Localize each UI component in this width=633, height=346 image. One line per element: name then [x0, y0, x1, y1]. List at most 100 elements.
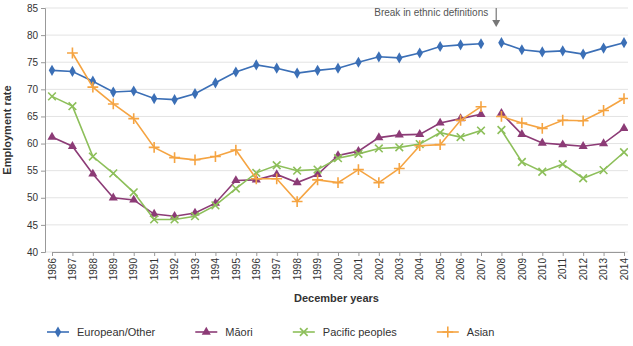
tick-mark	[461, 252, 462, 256]
marker	[171, 216, 179, 224]
tick-mark	[41, 35, 45, 36]
axis-line	[53, 253, 625, 257]
tick: 1992	[169, 252, 180, 280]
tick-label: 1994	[210, 258, 221, 281]
marker	[394, 163, 405, 174]
marker	[538, 138, 547, 146]
legend-label: Pacific peoples	[323, 326, 397, 338]
tick: 1999	[312, 252, 323, 280]
marker	[416, 47, 422, 58]
tick-mark	[41, 225, 45, 226]
tick-label: 65	[27, 111, 39, 122]
tick: 70	[27, 84, 45, 95]
tick-mark	[440, 252, 441, 256]
tick-label: 75	[27, 57, 39, 68]
legend-marker	[300, 328, 308, 336]
tick: 60	[27, 138, 45, 149]
tick-label: 55	[27, 165, 39, 176]
tick: 2004	[414, 252, 425, 280]
tick-mark	[41, 171, 45, 172]
marker	[192, 88, 198, 99]
marker	[335, 63, 341, 74]
marker	[457, 39, 463, 50]
tick-mark	[215, 252, 216, 256]
tick-label: 2009	[517, 258, 528, 281]
tick-mark	[379, 252, 380, 256]
tick-label: 1993	[190, 258, 201, 281]
tick-label: 1995	[231, 258, 242, 281]
tick-label: 2010	[537, 258, 548, 281]
annotation: Break in ethnic definitions	[374, 7, 500, 27]
marker	[170, 211, 179, 219]
legend-item: Pacific peoples	[293, 326, 397, 338]
marker	[395, 130, 404, 138]
tick: 1997	[271, 252, 282, 280]
marker	[292, 196, 303, 207]
x-axis: 1986198719881989199019911992199319941995…	[47, 252, 630, 280]
marker	[230, 145, 241, 156]
tick-mark	[41, 89, 45, 90]
marker	[334, 154, 342, 162]
tick-mark	[41, 144, 45, 145]
tick-label: 80	[27, 30, 39, 41]
legend-marker	[202, 327, 211, 335]
marker	[312, 174, 323, 185]
tick: 2014	[619, 252, 630, 280]
marker	[435, 139, 446, 150]
marker	[599, 138, 608, 146]
marker	[414, 140, 425, 151]
marker	[191, 212, 199, 220]
tick-label: 1989	[108, 258, 119, 281]
marker	[519, 44, 525, 55]
tick: 85	[27, 3, 45, 14]
tick-label: 2014	[619, 258, 630, 281]
tick: 1995	[231, 252, 242, 280]
tick: 2011	[557, 252, 568, 280]
tick-mark	[583, 252, 584, 256]
tick-mark	[41, 198, 45, 199]
marker	[109, 170, 117, 178]
tick-mark	[563, 252, 564, 256]
tick: 75	[27, 57, 45, 68]
annotation-text: Break in ethnic definitions	[374, 7, 488, 18]
marker	[251, 173, 262, 184]
tick-mark	[175, 252, 176, 256]
marker	[130, 189, 138, 197]
tick: 40	[27, 247, 45, 258]
tick-mark	[604, 252, 605, 256]
marker	[498, 37, 504, 48]
tick-label: 2005	[435, 258, 446, 281]
tick-mark	[542, 252, 543, 256]
marker	[395, 144, 403, 152]
tick: 2000	[333, 252, 344, 280]
tick-mark	[72, 252, 73, 256]
marker	[233, 66, 239, 77]
tick: 2001	[353, 252, 364, 280]
legend-marker	[442, 327, 453, 338]
grid-line	[45, 8, 628, 9]
tick-mark	[134, 252, 135, 256]
tick-mark	[399, 252, 400, 256]
tick: 2003	[394, 252, 405, 280]
marker	[538, 168, 546, 176]
tick-label: 1996	[251, 258, 262, 281]
tick: 45	[27, 220, 45, 231]
marker	[580, 49, 586, 60]
marker	[273, 63, 279, 74]
tick: 1986	[47, 252, 58, 280]
marker	[67, 48, 78, 59]
tick-label: 2007	[476, 258, 487, 281]
marker	[232, 185, 240, 193]
tick: 2007	[476, 252, 487, 280]
marker	[49, 65, 55, 76]
tick-label: 2012	[578, 258, 589, 281]
marker	[294, 67, 300, 78]
tick-mark	[522, 252, 523, 256]
marker	[293, 177, 302, 185]
tick-mark	[52, 252, 53, 256]
tick-label: 2002	[374, 258, 385, 281]
marker	[253, 59, 259, 70]
marker	[478, 38, 484, 49]
tick-mark	[256, 252, 257, 256]
tick-label: 2006	[455, 258, 466, 281]
